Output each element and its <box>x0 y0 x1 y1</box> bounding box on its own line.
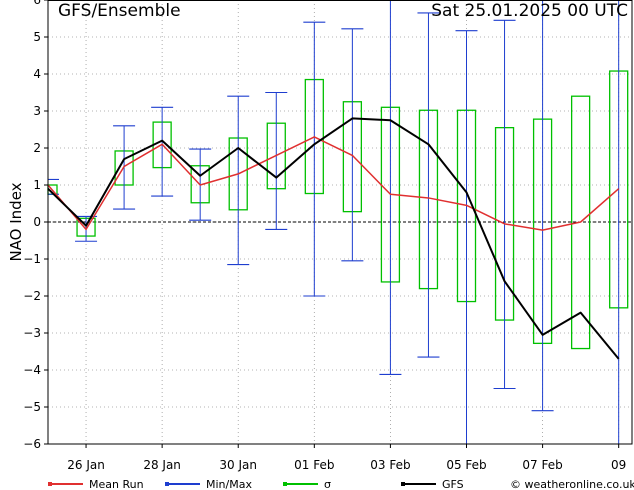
legend-marker-mean <box>48 482 52 486</box>
series-line-gfs <box>47 117 620 360</box>
series-line-mean-run <box>47 136 620 231</box>
x-tick-label: 26 Jan <box>67 458 105 472</box>
credit-text: © weatheronline.co.uk <box>510 478 634 490</box>
y-tick-label: 2 <box>33 141 41 155</box>
x-tick-label: 03 Feb <box>370 458 410 472</box>
legend: Mean Run Min/Max σ GFS <box>48 478 464 490</box>
x-tick-label: 01 Feb <box>294 458 334 472</box>
legend-label-gfs: GFS <box>442 478 464 490</box>
x-tick-label: 09 <box>611 458 626 472</box>
legend-label-sigma: σ <box>324 478 331 490</box>
y-tick-label: 5 <box>33 30 41 44</box>
y-tick-label: −1 <box>23 252 41 266</box>
x-tick-label: 05 Feb <box>446 458 486 472</box>
legend-marker-sigma <box>283 482 287 486</box>
legend-marker-gfs <box>401 482 405 486</box>
y-tick-label: −2 <box>23 289 41 303</box>
y-axis-ticks: −6 −5 −4 −3 −2 −1 0 1 2 3 4 5 6 <box>23 0 48 451</box>
y-tick-label: 3 <box>33 104 41 118</box>
legend-label-mean: Mean Run <box>89 478 144 490</box>
legend-marker-minmax <box>165 482 169 486</box>
y-axis-label: NAO Index <box>7 182 25 261</box>
chart-title: GFS/Ensemble <box>58 1 181 21</box>
y-tick-label: 6 <box>33 0 41 7</box>
y-tick-label: 4 <box>33 67 41 81</box>
legend-item-minmax: Min/Max <box>165 478 252 490</box>
y-tick-label: −5 <box>23 400 41 414</box>
x-tick-label: 28 Jan <box>143 458 181 472</box>
sigma-box <box>570 95 591 350</box>
legend-item-mean: Mean Run <box>48 478 144 490</box>
y-tick-label: 1 <box>33 178 41 192</box>
legend-label-minmax: Min/Max <box>206 478 252 490</box>
x-axis-ticks: 26 Jan 28 Jan 30 Jan 01 Feb 03 Feb 05 Feb 07 F… <box>67 444 626 472</box>
y-tick-label: −6 <box>23 437 41 451</box>
sigma-boxes <box>47 70 629 350</box>
y-tick-label: −3 <box>23 326 41 340</box>
x-tick-label: 30 Jan <box>219 458 257 472</box>
legend-item-gfs: GFS <box>401 478 464 490</box>
legend-item-sigma: σ <box>283 478 331 490</box>
x-tick-label: 07 Feb <box>522 458 562 472</box>
y-tick-label: 0 <box>33 215 41 229</box>
run-date-label: Sat 25.01.2025 00 UTC <box>431 1 628 21</box>
y-tick-label: −4 <box>23 363 41 377</box>
